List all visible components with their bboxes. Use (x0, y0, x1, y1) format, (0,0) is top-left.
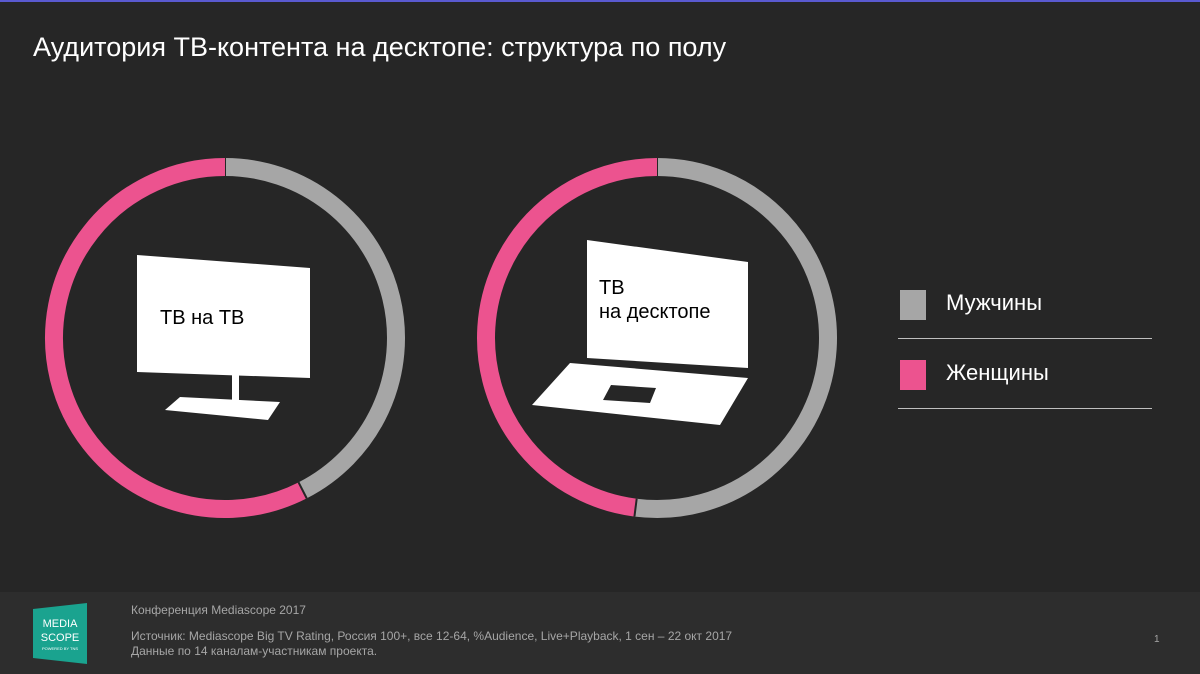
svg-text:POWERED BY TNS: POWERED BY TNS (42, 646, 78, 651)
svg-text:MEDIA: MEDIA (43, 618, 79, 630)
donut-label-tv: ТВ на ТВ (160, 307, 245, 329)
donut-segment-women (45, 158, 307, 518)
donut-separator (633, 498, 638, 517)
legend-label-women: Женщины (946, 360, 1049, 385)
legend-item-women: Женщины (898, 338, 1152, 409)
legend-label-men: Мужчины (946, 290, 1043, 315)
top-accent-line (0, 0, 1200, 2)
donut-segment-men (634, 158, 837, 518)
donut-separator (297, 481, 308, 499)
legend-swatch-women (900, 360, 926, 390)
legend-swatch-men (900, 290, 926, 320)
footer-note: Данные по 14 каналам-участникам проекта. (131, 644, 378, 658)
donut-segment-men (224, 158, 405, 499)
donut-label-desktop-1: ТВ (599, 277, 625, 299)
mediascope-logo: MEDIA SCOPE POWERED BY TNS (33, 603, 87, 664)
footer-conference: Конференция Mediascope 2017 (131, 603, 306, 617)
page-number: 1 (1154, 634, 1160, 645)
donut-segment-women (477, 158, 658, 517)
svg-text:SCOPE: SCOPE (41, 632, 80, 644)
legend-item-men: Мужчины (898, 268, 1152, 339)
footer-source: Источник: Mediascope Big TV Rating, Росс… (131, 629, 733, 643)
donut-tv (45, 158, 405, 518)
donut-label-desktop-2: на десктопе (599, 301, 711, 323)
tv-icon (137, 255, 310, 420)
donut-desktop (477, 158, 837, 518)
laptop-icon (532, 240, 748, 425)
page-title: Аудитория ТВ-контента на десктопе: струк… (33, 32, 727, 62)
footer: MEDIA SCOPE POWERED BY TNS Конференция M… (0, 592, 1200, 674)
